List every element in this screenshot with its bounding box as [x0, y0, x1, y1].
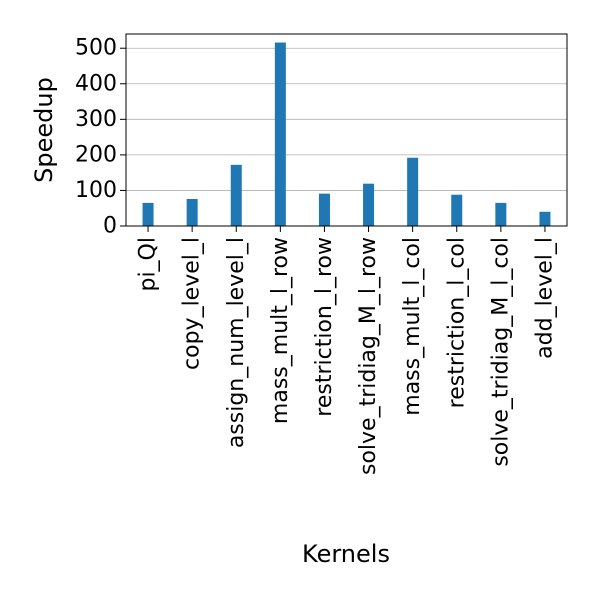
x-axis-label: Kernels — [302, 540, 390, 568]
bar — [142, 202, 154, 226]
y-ticks: 0 100 200 300 400 500 — [75, 36, 126, 239]
x-ticks: pi_Ql copy_level_l assign_num_level_l mass_… — [136, 226, 557, 475]
y-tick-label: 400 — [75, 71, 117, 96]
x-tick-label: copy_level_l — [180, 237, 205, 370]
bar — [363, 183, 375, 226]
x-tick-label: restriction_l_row — [312, 237, 337, 417]
x-tick-label: solve_tridiag_M_l_col — [488, 237, 513, 467]
x-tick-label: mass_mult_l_row — [268, 237, 293, 424]
x-tick-label: solve_tridiag_M_l_row — [356, 237, 381, 475]
bar — [451, 194, 463, 226]
y-tick-label: 0 — [103, 214, 117, 239]
bar — [495, 202, 507, 226]
axes — [125, 33, 568, 227]
bars — [142, 42, 551, 227]
y-tick-label: 200 — [75, 142, 117, 167]
x-tick-label: restriction_l_col — [444, 237, 469, 408]
x-tick-label: add_level_l — [532, 237, 557, 359]
y-axis-label: Speedup — [30, 77, 58, 183]
bar — [186, 198, 198, 226]
y-tick-label: 300 — [75, 107, 117, 132]
bar — [230, 164, 242, 226]
x-tick-label: assign_num_level_l — [224, 237, 249, 448]
bar — [318, 193, 330, 226]
bar — [274, 42, 286, 227]
x-tick-label: pi_Ql — [136, 237, 161, 292]
x-tick-label: mass_mult_l_col — [400, 237, 425, 416]
bar — [539, 211, 551, 226]
y-tick-label: 500 — [75, 36, 117, 61]
y-tick-label: 100 — [75, 178, 117, 203]
plot-frame — [125, 33, 568, 227]
bar — [407, 157, 419, 226]
